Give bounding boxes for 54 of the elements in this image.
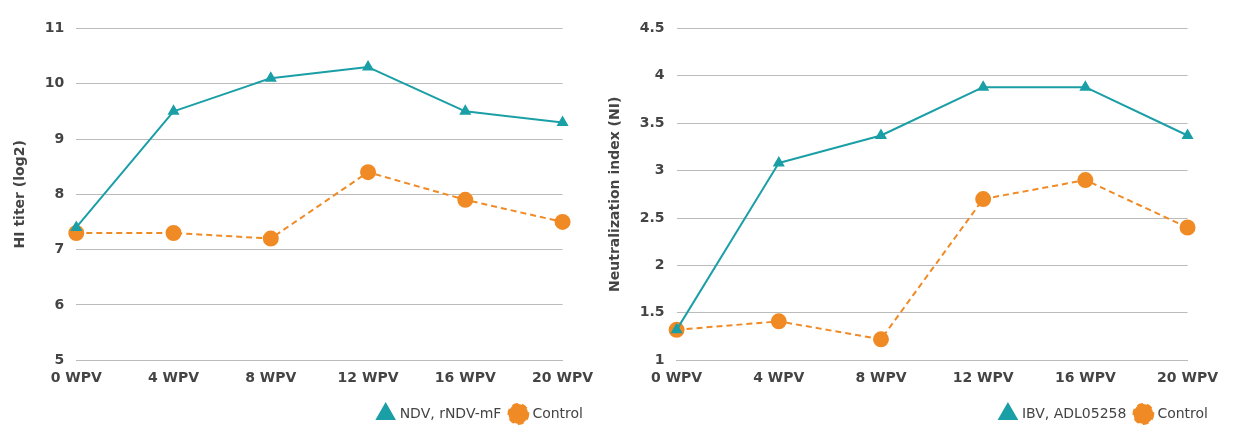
x-tick-label: 8 WPV — [855, 369, 907, 386]
point — [168, 105, 179, 115]
y-tick-label: 2 — [654, 256, 665, 273]
x-tick-label: 0 WPV — [50, 369, 103, 386]
point — [360, 164, 377, 181]
y-tick-label: 8 — [54, 184, 65, 201]
x-tick-label: 4 WPV — [753, 369, 805, 386]
y-tick-label: 4.5 — [639, 19, 665, 36]
point — [977, 81, 989, 91]
legend-label: NDV, rNDV-mF — [399, 404, 502, 421]
legend-label: Control — [532, 404, 583, 421]
y-tick-label: 5 — [54, 350, 65, 367]
point — [554, 213, 571, 230]
y-axis-title: HI titer (log2) — [11, 140, 28, 249]
x-tick-label: 20 WPV — [532, 369, 594, 386]
point — [875, 129, 887, 140]
point — [1077, 172, 1094, 189]
point — [457, 191, 474, 208]
legend-label: Control — [1157, 404, 1208, 421]
point — [1182, 129, 1193, 140]
legend-label: IBV, ADL05258 — [1021, 404, 1127, 421]
x-tick-label: 4 WPV — [147, 369, 200, 386]
y-tick-label: 2.5 — [639, 208, 665, 225]
point — [70, 221, 82, 231]
point — [1080, 81, 1091, 91]
y-tick-label: 9 — [54, 129, 65, 146]
point — [557, 116, 568, 126]
x-tick-label: 12 WPV — [337, 369, 399, 386]
point — [262, 230, 279, 247]
point — [773, 157, 785, 167]
point — [459, 105, 471, 115]
point — [1179, 219, 1196, 236]
y-tick-label: 1.5 — [639, 303, 665, 320]
x-tick-label: 8 WPV — [245, 369, 297, 386]
point — [165, 225, 182, 242]
y-tick-label: 7 — [54, 240, 65, 257]
x-tick-label: 12 WPV — [952, 369, 1014, 386]
x-tick-label: 16 WPV — [434, 369, 496, 386]
x-tick-label: 0 WPV — [651, 369, 703, 386]
x-tick-label: 16 WPV — [1054, 369, 1116, 386]
point — [265, 72, 277, 82]
point — [872, 331, 889, 348]
point — [362, 61, 374, 71]
y-tick-label: 4 — [654, 66, 665, 83]
point — [975, 191, 992, 208]
y-tick-label: 3.5 — [639, 113, 665, 130]
x-tick-label: 20 WPV — [1157, 369, 1219, 386]
y-tick-label: 10 — [44, 74, 65, 91]
y-tick-label: 3 — [654, 161, 665, 178]
point — [770, 313, 787, 330]
y-tick-label: 1 — [654, 350, 665, 367]
y-tick-label: 11 — [44, 19, 65, 36]
y-tick-label: 6 — [54, 295, 65, 312]
y-axis-title: Neutralization index (NI) — [606, 96, 623, 292]
